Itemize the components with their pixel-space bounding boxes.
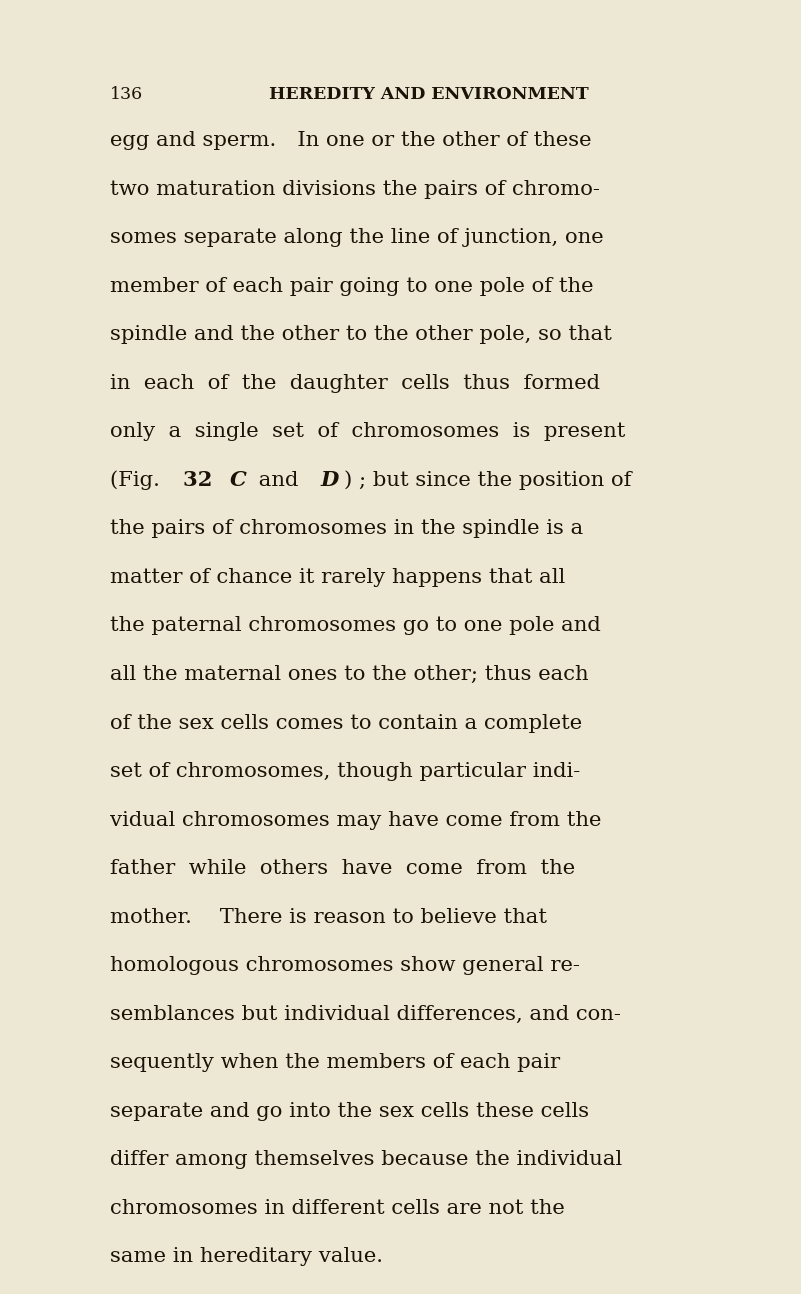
Text: differ among themselves because the individual: differ among themselves because the indi… xyxy=(110,1150,622,1170)
Text: homologous chromosomes show general re-: homologous chromosomes show general re- xyxy=(110,956,580,976)
Text: C: C xyxy=(230,470,247,490)
Text: HEREDITY AND ENVIRONMENT: HEREDITY AND ENVIRONMENT xyxy=(268,85,589,104)
Text: of the sex cells comes to contain a complete: of the sex cells comes to contain a comp… xyxy=(110,713,582,732)
Text: only  a  single  set  of  chromosomes  is  present: only a single set of chromosomes is pres… xyxy=(110,422,625,441)
Text: all the maternal ones to the other; thus each: all the maternal ones to the other; thus… xyxy=(110,665,589,685)
Text: sequently when the members of each pair: sequently when the members of each pair xyxy=(110,1053,560,1073)
Text: in  each  of  the  daughter  cells  thus  formed: in each of the daughter cells thus forme… xyxy=(110,374,600,393)
Text: semblances but individual differences, and con-: semblances but individual differences, a… xyxy=(110,1004,621,1024)
Text: vidual chromosomes may have come from the: vidual chromosomes may have come from th… xyxy=(110,810,601,829)
Text: spindle and the other to the other pole, so that: spindle and the other to the other pole,… xyxy=(110,325,612,344)
Text: chromosomes in different cells are not the: chromosomes in different cells are not t… xyxy=(110,1198,565,1218)
Text: 136: 136 xyxy=(110,85,143,104)
Text: the paternal chromosomes go to one pole and: the paternal chromosomes go to one pole … xyxy=(110,616,601,635)
Text: two maturation divisions the pairs of chromo-: two maturation divisions the pairs of ch… xyxy=(110,180,600,199)
Text: 32: 32 xyxy=(183,470,219,490)
Text: set of chromosomes, though particular indi-: set of chromosomes, though particular in… xyxy=(110,762,580,782)
Text: (Fig.: (Fig. xyxy=(110,470,167,490)
Text: somes separate along the line of junction, one: somes separate along the line of junctio… xyxy=(110,228,603,247)
Text: and: and xyxy=(252,471,305,490)
Text: ) ; but since the position of: ) ; but since the position of xyxy=(344,470,632,490)
Text: member of each pair going to one pole of the: member of each pair going to one pole of… xyxy=(110,277,594,296)
Text: mother.  There is reason to believe that: mother. There is reason to believe that xyxy=(110,907,547,927)
Text: the pairs of chromosomes in the spindle is a: the pairs of chromosomes in the spindle … xyxy=(110,519,583,538)
Text: separate and go into the sex cells these cells: separate and go into the sex cells these… xyxy=(110,1101,589,1121)
Text: D: D xyxy=(320,470,339,490)
Text: egg and sperm. In one or the other of these: egg and sperm. In one or the other of th… xyxy=(110,131,591,150)
Text: father  while  others  have  come  from  the: father while others have come from the xyxy=(110,859,575,879)
Text: matter of chance it rarely happens that all: matter of chance it rarely happens that … xyxy=(110,568,565,587)
Text: same in hereditary value.: same in hereditary value. xyxy=(110,1247,383,1267)
